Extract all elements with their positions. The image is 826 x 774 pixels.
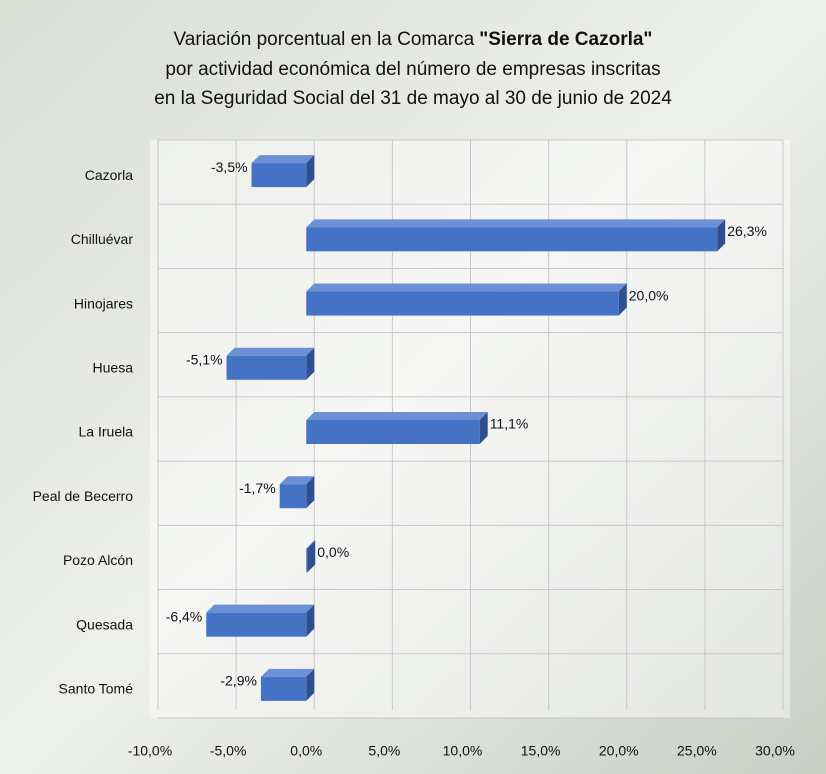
bar-top	[226, 347, 315, 356]
bar	[226, 355, 307, 380]
bar	[306, 291, 619, 316]
bar-top	[206, 604, 315, 613]
bar	[279, 484, 307, 509]
chart-title: Variación porcentual en la Comarca "Sierr…	[174, 29, 653, 50]
x-tick-label: -10,0%	[128, 743, 172, 759]
x-tick-label: 15,0%	[521, 743, 561, 759]
bar-side	[306, 347, 315, 380]
bar-top	[260, 668, 315, 677]
x-tick-label: 0,0%	[290, 743, 322, 759]
bar-top	[306, 283, 627, 292]
bar-side	[479, 412, 488, 444]
data-label: -1,7%	[239, 480, 276, 496]
bar-top	[279, 476, 315, 485]
bar-side	[618, 283, 627, 316]
y-tick-label: Chilluévar	[71, 231, 134, 247]
bar-side	[306, 476, 315, 509]
x-tick-label: 10,0%	[443, 743, 483, 759]
bar-side	[307, 540, 316, 573]
y-tick-label: Hinojares	[74, 295, 133, 311]
y-tick-label: Pozo Alcón	[63, 552, 133, 568]
bar-top	[306, 412, 488, 420]
data-label: -5,1%	[186, 351, 223, 367]
data-label: -2,9%	[220, 673, 257, 689]
bar-top	[306, 540, 316, 549]
bar-side	[306, 604, 315, 637]
title-bold: "Sierra de Cazorla"	[479, 29, 652, 50]
y-tick-label: La Iruela	[79, 424, 134, 440]
bar-top	[251, 155, 315, 164]
data-label: -3,5%	[211, 159, 248, 175]
data-label: 20,0%	[629, 287, 669, 303]
bar	[306, 420, 480, 444]
x-tick-label: 25,0%	[677, 743, 717, 759]
x-tick-label: -5,0%	[210, 743, 247, 759]
x-tick-label: 20,0%	[599, 743, 639, 759]
x-tick-label: 30,0%	[755, 743, 795, 759]
y-tick-label: Quesada	[76, 616, 133, 632]
bar-top	[306, 219, 726, 228]
title-line: Variación porcentual en la Comarca	[174, 29, 475, 50]
y-tick-label: Peal de Becerro	[33, 488, 134, 504]
data-label: 11,1%	[490, 416, 529, 432]
data-label: 26,3%	[727, 223, 767, 239]
data-label: -6,4%	[166, 608, 203, 624]
bar	[260, 676, 307, 701]
chart-subtitle: en la Seguridad Social del 31 de mayo al…	[154, 88, 672, 109]
bar	[206, 612, 307, 637]
chart-subtitle: por actividad económica del número de em…	[165, 59, 660, 80]
data-label: 0,0%	[317, 544, 349, 560]
y-tick-label: Cazorla	[85, 167, 133, 183]
y-tick-label: Santo Tomé	[59, 681, 134, 697]
bar-side	[717, 219, 726, 252]
bar	[306, 548, 308, 573]
bar	[251, 163, 307, 188]
bar	[306, 227, 718, 252]
x-tick-label: 5,0%	[368, 743, 400, 759]
bar-side	[306, 668, 315, 701]
y-tick-label: Huesa	[93, 359, 134, 375]
bar-side	[306, 155, 315, 188]
